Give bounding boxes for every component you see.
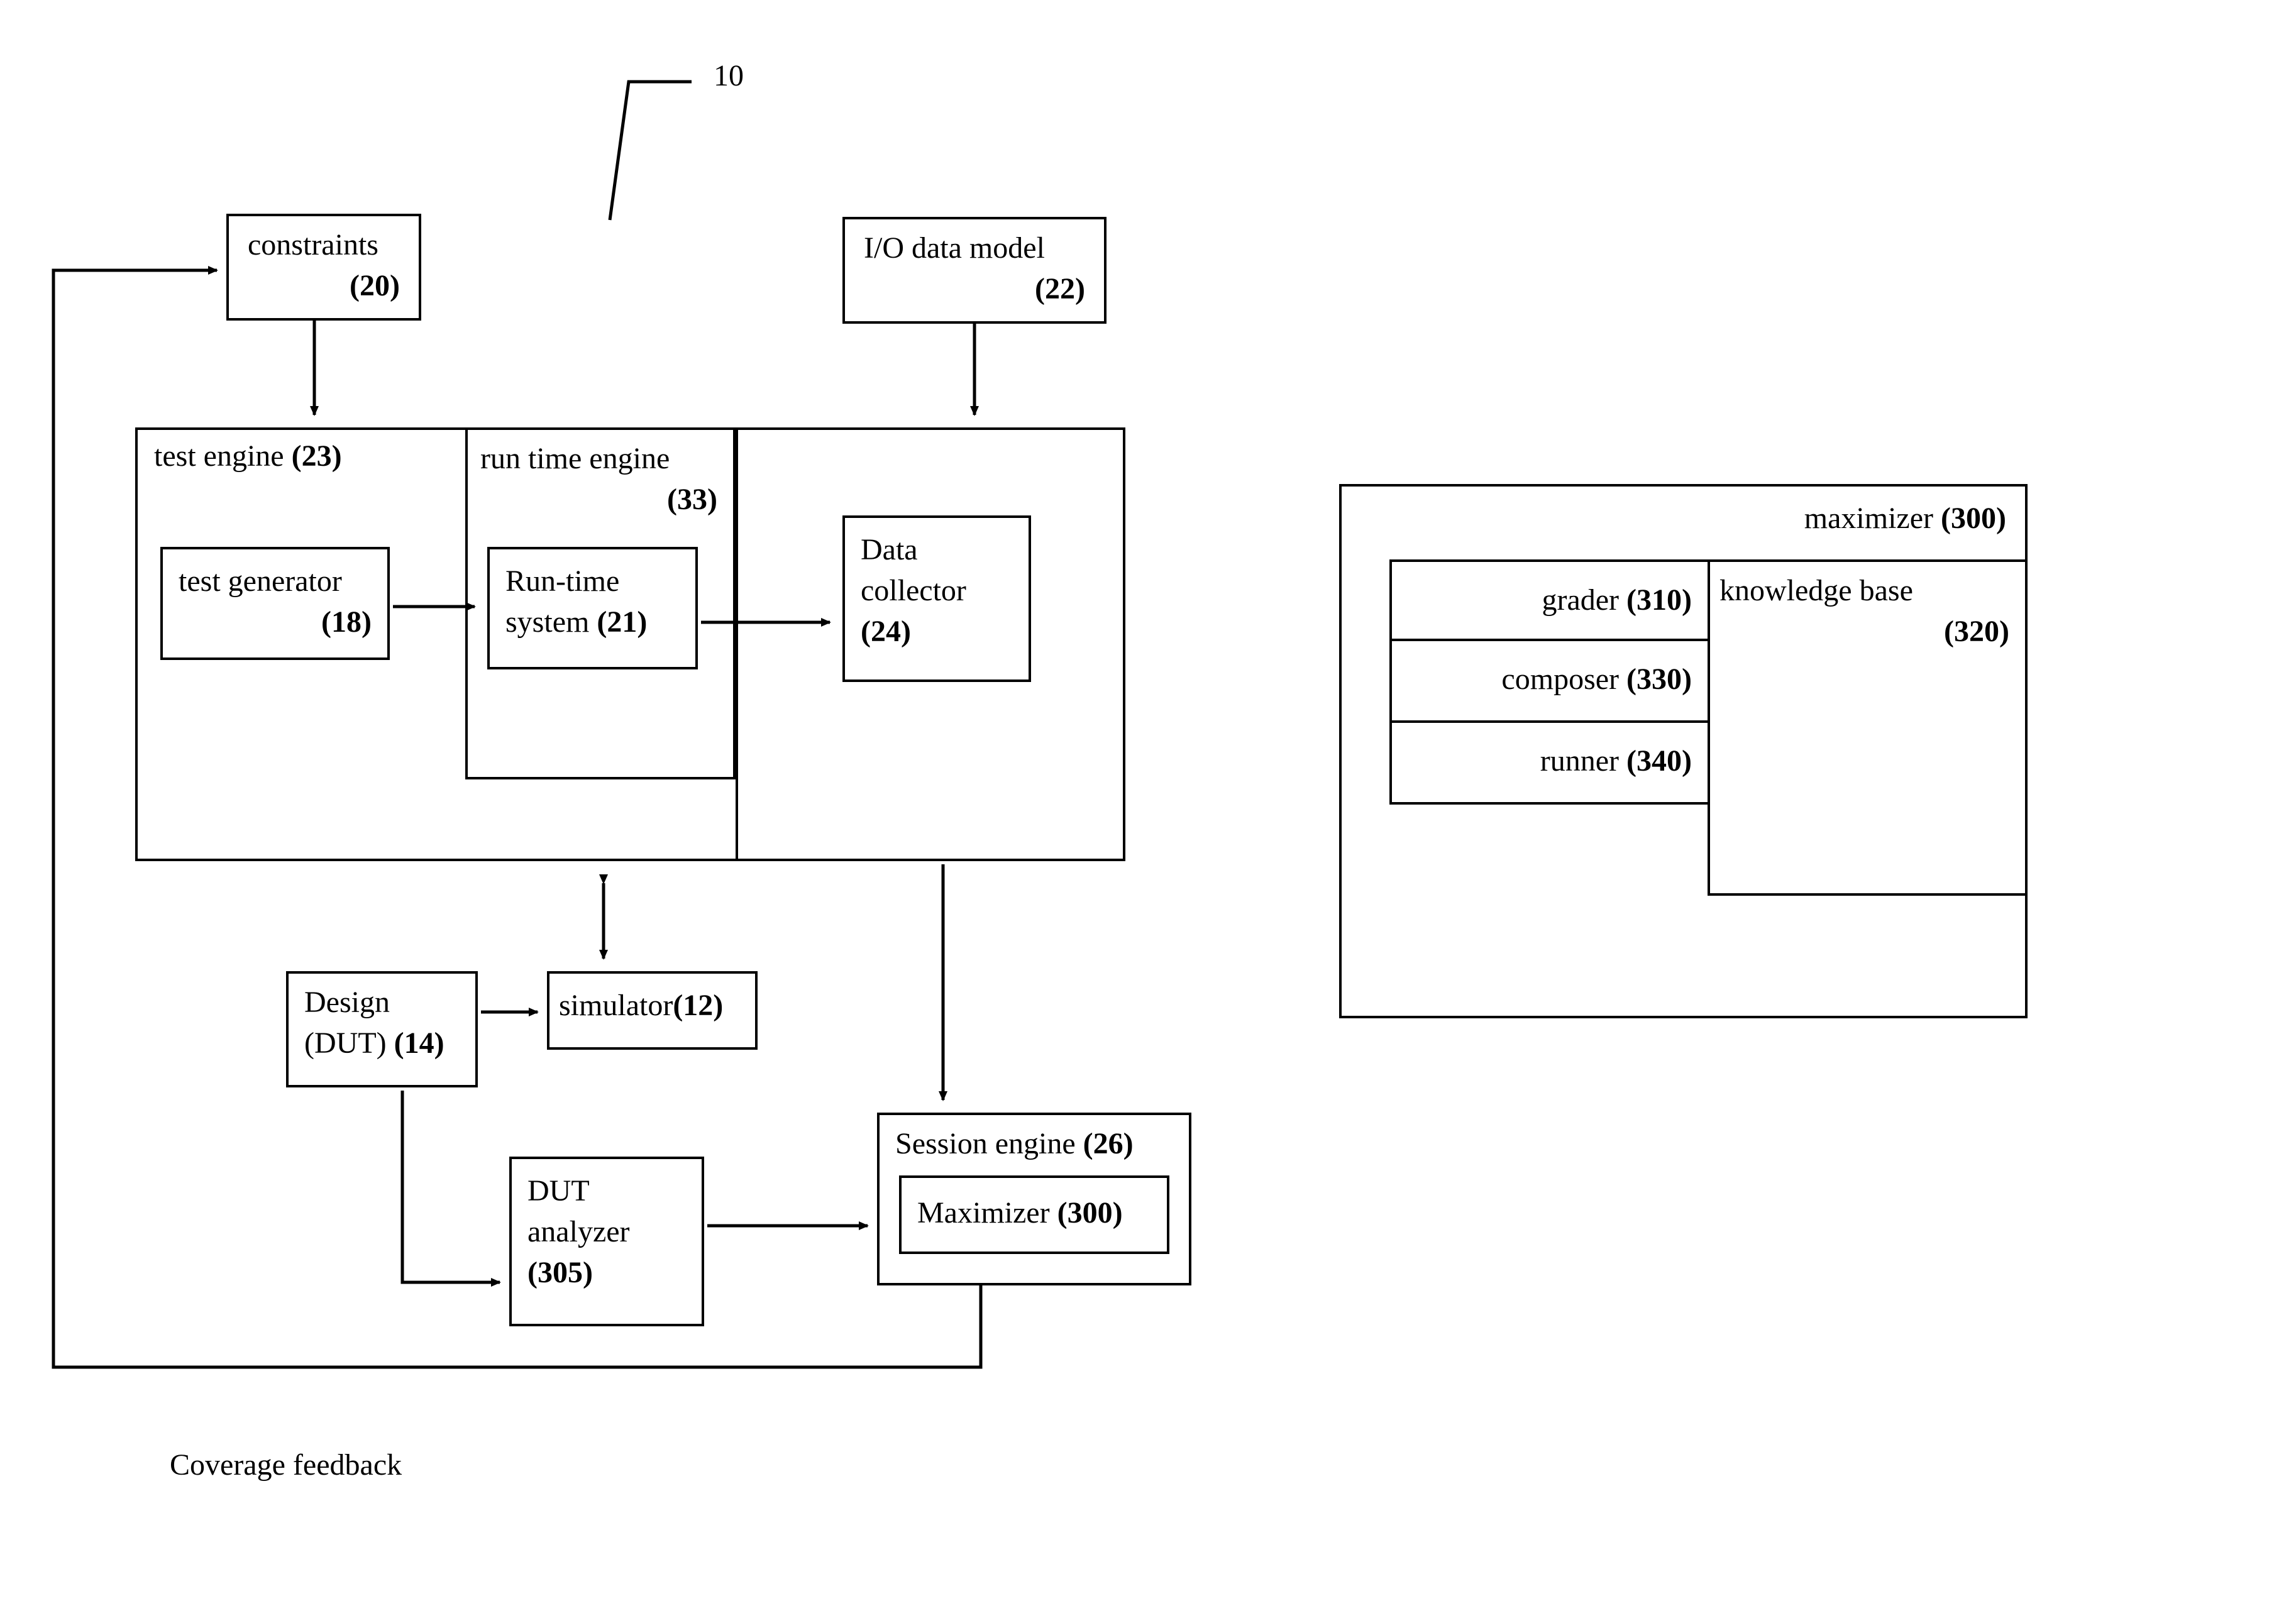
grader-text: grader — [1542, 583, 1626, 617]
callout-10-value: 10 — [714, 59, 744, 92]
run-time-system-l1: Run-time — [505, 564, 619, 598]
callout-10: 10 — [714, 57, 744, 96]
design-dut-box: Design (DUT) (14) — [286, 971, 478, 1087]
data-collector-ref: (24) — [861, 615, 911, 648]
dut-analyzer-ref: (305) — [527, 1256, 593, 1289]
composer-box: composer (330) — [1389, 641, 1710, 723]
right-panel-title-text: maximizer — [1804, 502, 1941, 535]
simulator-text: simulator — [559, 989, 673, 1022]
test-generator-ref: (18) — [321, 605, 372, 639]
maximizer-inner-text: Maximizer — [917, 1196, 1057, 1230]
constraints-box: constraints (20) — [226, 214, 421, 321]
simulator-box: simulator(12) — [547, 971, 758, 1050]
constraints-ref: (20) — [350, 269, 400, 302]
coverage-feedback-label: Coverage feedback — [170, 1446, 402, 1485]
run-time-system-box: Run-time system (21) — [487, 547, 698, 669]
data-collector-box: Data collector (24) — [842, 515, 1031, 682]
session-engine-ref: (26) — [1083, 1127, 1134, 1160]
knowledge-base-ref: (320) — [1944, 615, 2009, 648]
grader-ref: (310) — [1626, 583, 1692, 617]
test-engine-label: test engine (23) — [154, 437, 342, 476]
composer-text: composer — [1501, 663, 1626, 696]
session-engine-text: Session engine — [895, 1127, 1083, 1160]
dut-analyzer-box: DUT analyzer (305) — [509, 1157, 704, 1326]
test-generator-text: test generator — [179, 564, 342, 598]
dut-analyzer-l2: analyzer — [527, 1215, 630, 1248]
io-data-model-text: I/O data model — [864, 231, 1045, 265]
runner-box: runner (340) — [1389, 723, 1710, 805]
test-engine-text: test engine — [154, 439, 292, 473]
constraints-text: constraints — [248, 228, 378, 261]
grader-box: grader (310) — [1389, 559, 1710, 641]
runner-text: runner — [1540, 744, 1626, 778]
design-dut-l2: (DUT) — [304, 1026, 394, 1060]
right-panel-title-ref: (300) — [1941, 502, 2006, 535]
test-engine-ref: (23) — [292, 439, 342, 473]
coverage-feedback-text: Coverage feedback — [170, 1448, 402, 1482]
io-data-model-box: I/O data model (22) — [842, 217, 1107, 324]
knowledge-base-box: knowledge base (320) — [1710, 559, 2028, 896]
run-time-engine-text: run time engine — [480, 442, 670, 475]
maximizer-inner-box: Maximizer (300) — [899, 1175, 1169, 1254]
knowledge-base-l1: knowledge base — [1719, 574, 1913, 607]
composer-ref: (330) — [1626, 663, 1692, 696]
data-collector-l1: Data — [861, 533, 918, 566]
run-time-system-l2: system — [505, 605, 597, 639]
run-time-engine-ref: (33) — [667, 483, 717, 516]
runner-ref: (340) — [1626, 744, 1692, 778]
maximizer-inner-ref: (300) — [1057, 1196, 1123, 1230]
kb-separator — [1708, 559, 1710, 896]
simulator-ref: (12) — [673, 989, 723, 1022]
design-dut-l1: Design — [304, 986, 390, 1019]
io-data-model-ref: (22) — [1035, 272, 1085, 305]
run-time-system-ref: (21) — [597, 605, 647, 639]
design-dut-ref: (14) — [394, 1026, 444, 1060]
dut-analyzer-l1: DUT — [527, 1174, 590, 1208]
test-generator-box: test generator (18) — [160, 547, 390, 660]
data-collector-l2: collector — [861, 574, 966, 607]
